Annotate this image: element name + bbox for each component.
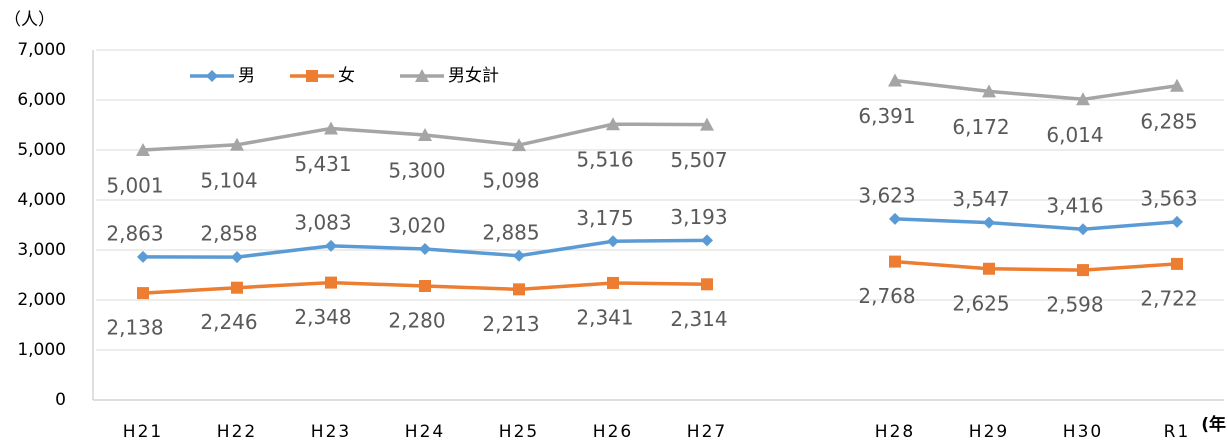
y-tick-label: 5,000 (17, 140, 66, 160)
marker (889, 255, 901, 268)
marker (206, 70, 218, 82)
x-axis-label: (年 (1201, 414, 1226, 435)
series-line (142, 259, 1178, 295)
x-tick-label: H24 (405, 422, 445, 442)
marker (982, 84, 996, 98)
data-label: 2,348 (294, 305, 351, 329)
x-tick-label: H28 (875, 422, 915, 442)
data-label: 2,625 (952, 291, 1009, 315)
marker (607, 235, 619, 248)
marker (513, 249, 525, 262)
marker (513, 283, 525, 296)
x-tick-label: H29 (969, 422, 1009, 442)
data-label: 5,001 (106, 173, 163, 197)
data-label: 2,885 (482, 220, 539, 244)
y-tick-label: 1,000 (17, 340, 66, 360)
series-line (142, 78, 1178, 152)
marker (325, 239, 337, 252)
y-axis-label: （人） (4, 10, 55, 30)
marker (137, 287, 149, 300)
y-tick-label: 7,000 (17, 40, 66, 60)
data-label: 2,280 (388, 309, 445, 333)
x-tick-label: H23 (311, 422, 351, 442)
y-tick-label: 6,000 (17, 90, 66, 110)
y-tick-label: 2,000 (17, 290, 66, 310)
data-label: 3,083 (294, 210, 351, 234)
data-label: 5,104 (200, 168, 257, 192)
data-label: 2,314 (670, 307, 727, 331)
data-label: 2,341 (576, 305, 633, 329)
marker (700, 117, 714, 131)
data-label: 5,300 (388, 159, 445, 183)
marker (231, 281, 243, 294)
marker (1076, 92, 1090, 106)
data-label: 3,175 (576, 206, 633, 230)
marker (306, 70, 318, 82)
data-label: 3,547 (952, 187, 1009, 211)
data-label: 6,285 (1140, 109, 1197, 133)
data-label: 3,416 (1046, 194, 1103, 218)
data-label: 2,863 (106, 221, 163, 245)
legend-label: 男 (238, 66, 255, 86)
marker (415, 69, 429, 82)
y-tick-label: 0 (55, 390, 66, 410)
marker (325, 276, 337, 289)
legend-label: 男女計 (448, 66, 499, 86)
marker (888, 73, 902, 87)
data-label: 2,722 (1140, 286, 1197, 310)
data-label: 3,563 (1140, 186, 1197, 210)
data-label: 5,516 (576, 148, 633, 172)
x-tick-label: H21 (123, 422, 163, 442)
marker (606, 117, 620, 131)
marker (1077, 264, 1089, 277)
data-label: 3,193 (670, 205, 727, 229)
data-label: 5,098 (482, 169, 539, 193)
data-label: 3,020 (388, 214, 445, 238)
data-label: 6,391 (858, 104, 915, 128)
marker (137, 250, 149, 263)
x-tick-label: H30 (1063, 422, 1103, 442)
marker (419, 243, 431, 255)
marker (701, 234, 713, 247)
data-label: 5,431 (294, 152, 351, 176)
marker (701, 278, 713, 291)
marker (136, 142, 150, 156)
marker (983, 262, 995, 275)
y-tick-label: 3,000 (17, 240, 66, 260)
data-label: 2,768 (858, 284, 915, 308)
marker (983, 216, 995, 229)
data-label: 2,598 (1046, 293, 1103, 317)
data-label: 2,213 (482, 312, 539, 336)
marker (419, 280, 431, 292)
data-label: 2,246 (200, 310, 257, 334)
marker (324, 121, 338, 135)
marker (230, 137, 244, 151)
marker (607, 276, 619, 289)
x-tick-label: H27 (687, 422, 727, 442)
marker (1171, 215, 1183, 228)
marker (889, 212, 901, 225)
data-label: 6,014 (1046, 123, 1103, 147)
data-label: 2,858 (200, 222, 257, 246)
marker (231, 251, 243, 264)
marker (1077, 223, 1089, 236)
x-tick-label: R1 (1164, 422, 1191, 442)
marker (1171, 257, 1183, 270)
y-tick-label: 4,000 (17, 190, 66, 210)
data-label: 3,623 (858, 183, 915, 207)
x-tick-label: H22 (217, 422, 257, 442)
x-tick-label: H25 (499, 422, 539, 442)
marker (512, 138, 526, 152)
x-tick-label: H26 (593, 422, 633, 442)
data-label: 6,172 (952, 115, 1009, 139)
legend-label: 女 (338, 66, 355, 86)
data-label: 2,138 (106, 316, 163, 340)
data-label: 5,507 (670, 148, 727, 172)
marker (418, 128, 432, 141)
marker (1170, 78, 1184, 92)
